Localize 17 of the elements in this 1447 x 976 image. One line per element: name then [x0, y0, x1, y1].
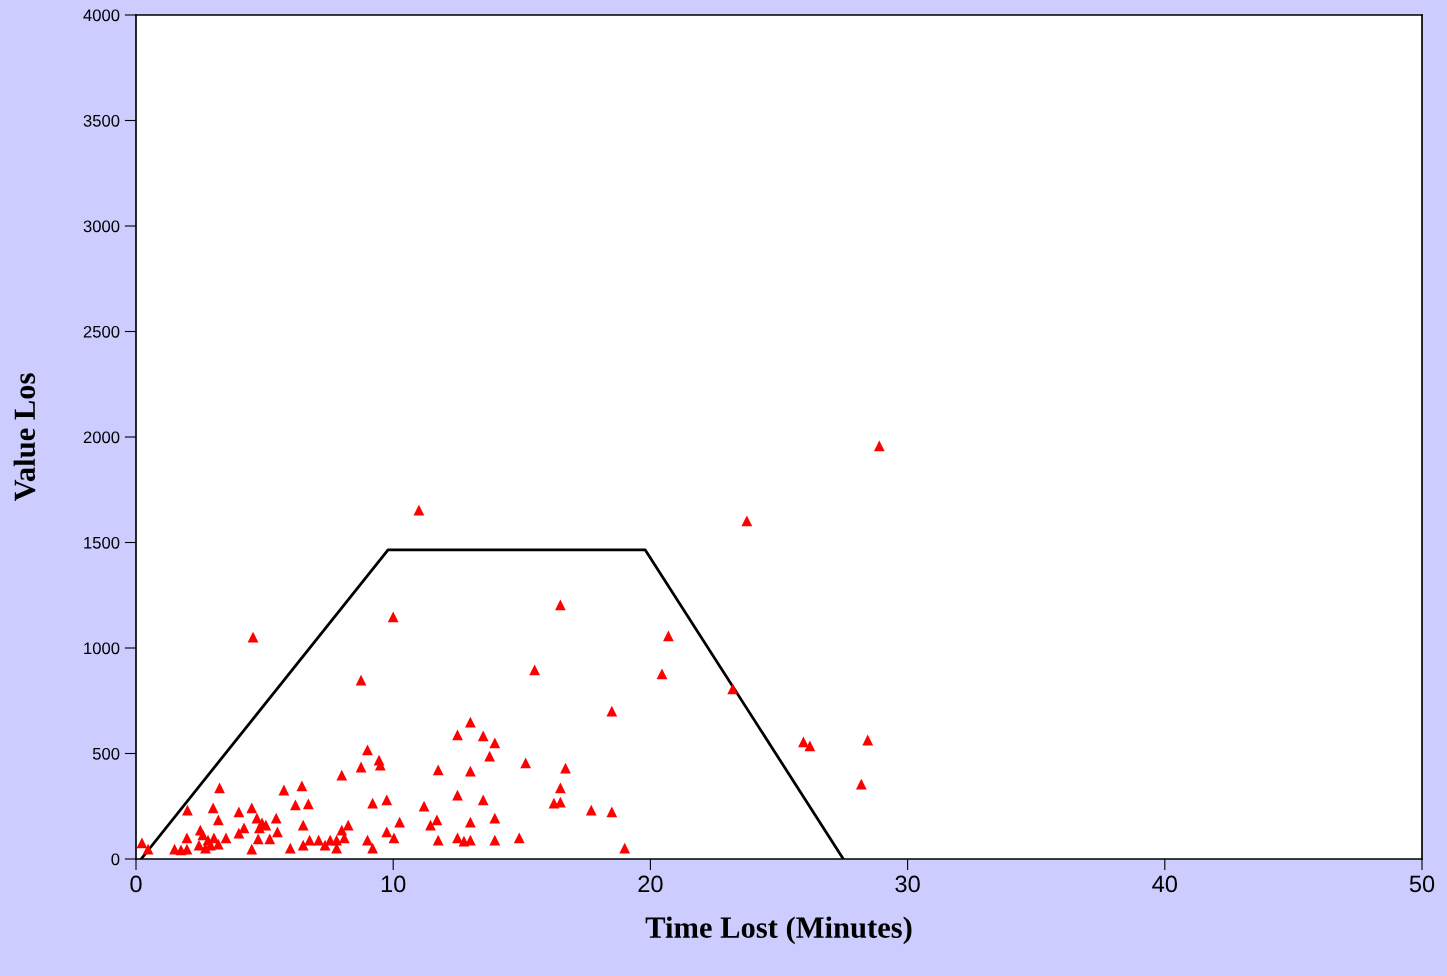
- y-tick-label: 4000: [83, 9, 120, 22]
- x-tick-label: 0: [130, 875, 142, 893]
- x-tick-label: 50: [1409, 875, 1435, 893]
- x-tick-label: 20: [638, 875, 663, 893]
- y-tick-label: 1000: [84, 642, 120, 655]
- x-tick-label: 10: [381, 875, 406, 893]
- x-tick-label: 40: [1152, 875, 1178, 893]
- y-axis-title: Value Los: [13, 373, 36, 502]
- y-tick-label: 2500: [83, 325, 120, 338]
- y-tick-label: 3500: [83, 114, 120, 127]
- y-tick-label: 2000: [83, 431, 120, 444]
- y-tick-label: 0: [111, 853, 120, 866]
- y-tick-label: 3000: [83, 220, 120, 233]
- x-axis-title: Time Lost (Minutes): [645, 916, 912, 945]
- y-tick-label: 500: [92, 747, 120, 760]
- x-tick-label: 30: [895, 875, 920, 893]
- y-tick-label: 1500: [84, 536, 120, 549]
